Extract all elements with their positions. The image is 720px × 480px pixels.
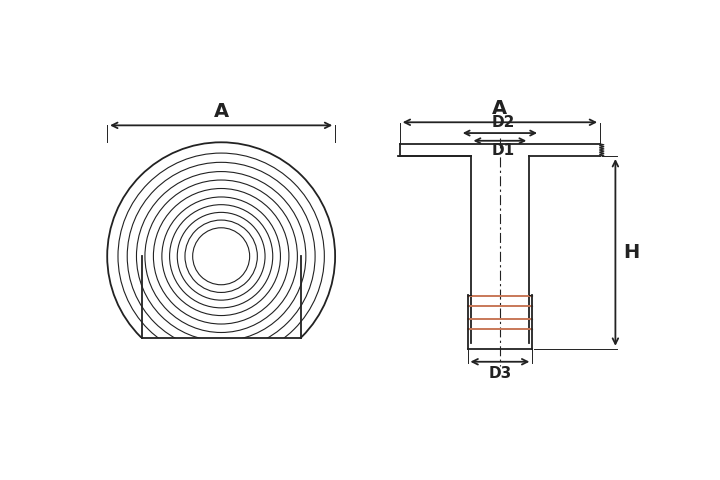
Text: A: A [214,102,229,121]
Text: D1: D1 [492,143,515,158]
Text: D3: D3 [488,366,511,382]
Text: D2: D2 [491,115,515,130]
Text: H: H [623,243,639,262]
Text: A: A [492,99,508,119]
FancyBboxPatch shape [104,338,339,475]
